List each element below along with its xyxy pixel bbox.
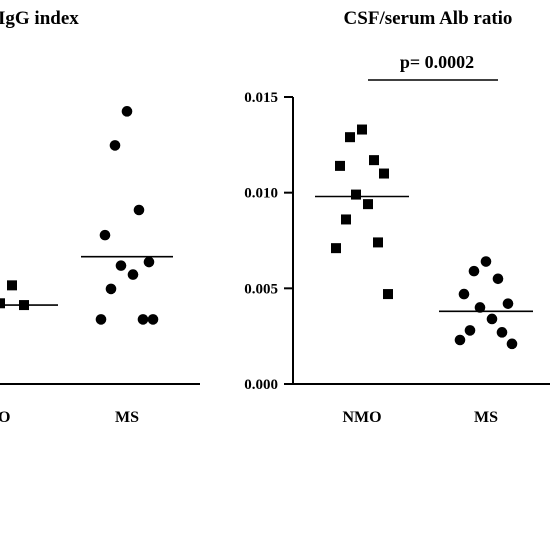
alb-ms-point-0	[480, 256, 492, 267]
alb-ms-point-1	[468, 265, 480, 277]
igg-cat-label-nmo: O	[0, 409, 10, 426]
alb-ms-point-9	[454, 334, 466, 346]
alb-nmo-point-2	[369, 155, 379, 166]
igg-ms-point-10	[147, 314, 159, 325]
alb-nmo-point-9	[331, 243, 341, 254]
igg-index-panel: IgG index O MS	[0, 8, 200, 426]
alb-nmo-point-6	[363, 199, 373, 210]
alb-ytick-label-2: 0.010	[244, 186, 278, 202]
alb-nmo-point-8	[373, 237, 383, 248]
alb-cat-label-ms: MS	[474, 409, 498, 426]
igg-ms-point-6	[127, 269, 139, 280]
igg-ms-point-9	[95, 314, 107, 325]
alb-ms-point-2	[492, 273, 504, 285]
igg-points	[0, 106, 173, 325]
alb-ms-point-7	[464, 325, 476, 336]
alb-ms-point-5	[474, 302, 486, 313]
igg-cat-label-ms: MS	[115, 409, 139, 426]
igg-ms-point-7	[105, 283, 117, 295]
alb-ms-point-3	[458, 288, 470, 300]
igg-ms-point-1	[109, 140, 121, 151]
alb-nmo-point-7	[341, 214, 351, 225]
igg-ms-point-8	[137, 314, 149, 325]
igg-index-title: IgG index	[0, 8, 79, 29]
alb-cat-label-nmo: NMO	[342, 409, 381, 426]
igg-ms-point-2	[133, 204, 145, 216]
alb-nmo-point-10	[383, 289, 393, 300]
alb-ytick-label-1: 0.005	[244, 281, 278, 297]
alb-ratio-title: CSF/serum Alb ratio	[344, 8, 513, 29]
alb-nmo-point-1	[345, 132, 355, 143]
alb-ytick-label-3: 0.015	[244, 90, 278, 106]
alb-nmo-point-3	[335, 160, 345, 171]
alb-ytick-label-0: 0.000	[244, 377, 278, 393]
alb-points	[315, 124, 533, 350]
igg-nmo-point-0	[7, 280, 17, 291]
alb-y-ticks: 0.000 0.005 0.010 0.015	[244, 90, 293, 393]
igg-ms-point-4	[143, 256, 155, 268]
igg-ms-point-0	[121, 106, 133, 117]
igg-ms-point-3	[99, 229, 111, 241]
alb-nmo-point-4	[379, 168, 389, 179]
alb-ms-point-6	[486, 313, 498, 325]
igg-ms-point-5	[115, 260, 127, 271]
p-value-annotation: p= 0.0002	[400, 52, 474, 72]
alb-nmo-point-5	[351, 189, 361, 200]
alb-ms-point-10	[506, 338, 518, 350]
igg-nmo-point-1	[0, 298, 5, 309]
alb-ratio-panel: CSF/serum Alb ratio 0.000 0.005 0.010 0.015…	[244, 8, 550, 426]
alb-ms-point-4	[502, 298, 514, 309]
alb-ms-point-8	[496, 327, 508, 338]
alb-nmo-point-0	[357, 124, 367, 135]
